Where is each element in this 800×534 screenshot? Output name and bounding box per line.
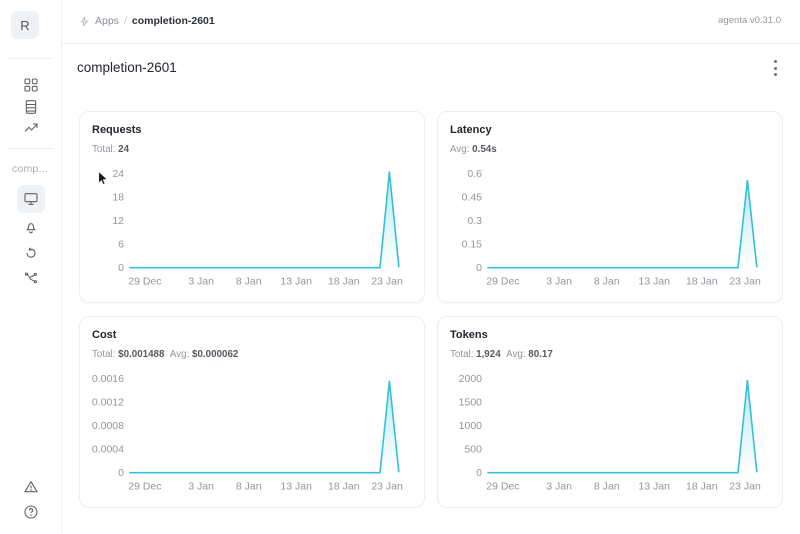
svg-text:3 Jan: 3 Jan	[546, 276, 572, 288]
svg-text:0.0008: 0.0008	[92, 420, 124, 432]
svg-text:0.15: 0.15	[462, 239, 483, 251]
svg-text:23 Jan: 23 Jan	[729, 276, 761, 288]
svg-text:29 Dec: 29 Dec	[486, 276, 519, 288]
svg-text:0.45: 0.45	[462, 191, 483, 203]
svg-text:23 Jan: 23 Jan	[371, 276, 403, 288]
svg-text:0: 0	[476, 262, 482, 274]
svg-text:13 Jan: 13 Jan	[638, 481, 670, 493]
svg-text:3 Jan: 3 Jan	[188, 481, 214, 493]
svg-text:18 Jan: 18 Jan	[686, 276, 718, 288]
svg-text:0.6: 0.6	[467, 168, 482, 180]
svg-text:2000: 2000	[459, 373, 483, 385]
svg-text:13 Jan: 13 Jan	[280, 276, 312, 288]
svg-text:0.3: 0.3	[467, 215, 482, 227]
svg-text:12: 12	[112, 215, 124, 227]
svg-text:0.0004: 0.0004	[92, 444, 124, 456]
svg-text:3 Jan: 3 Jan	[546, 481, 572, 493]
svg-text:0: 0	[118, 467, 124, 479]
svg-text:6: 6	[118, 239, 124, 251]
svg-text:18 Jan: 18 Jan	[328, 481, 360, 493]
svg-text:0: 0	[476, 467, 482, 479]
svg-text:18 Jan: 18 Jan	[686, 481, 718, 493]
svg-text:8 Jan: 8 Jan	[594, 481, 620, 493]
svg-text:24: 24	[112, 168, 124, 180]
svg-text:3 Jan: 3 Jan	[188, 276, 214, 288]
svg-text:29 Dec: 29 Dec	[128, 276, 161, 288]
svg-text:500: 500	[464, 444, 482, 456]
svg-text:8 Jan: 8 Jan	[236, 276, 262, 288]
svg-text:23 Jan: 23 Jan	[729, 481, 761, 493]
svg-text:13 Jan: 13 Jan	[280, 481, 312, 493]
svg-text:0.0012: 0.0012	[92, 396, 124, 408]
svg-text:18 Jan: 18 Jan	[328, 276, 360, 288]
svg-text:29 Dec: 29 Dec	[486, 481, 519, 493]
svg-text:8 Jan: 8 Jan	[236, 481, 262, 493]
svg-text:0.0016: 0.0016	[92, 373, 124, 385]
svg-text:1000: 1000	[459, 420, 483, 432]
svg-text:8 Jan: 8 Jan	[594, 276, 620, 288]
svg-text:13 Jan: 13 Jan	[638, 276, 670, 288]
svg-text:23 Jan: 23 Jan	[371, 481, 403, 493]
svg-text:18: 18	[112, 191, 124, 203]
svg-text:29 Dec: 29 Dec	[128, 481, 161, 493]
svg-text:0: 0	[118, 262, 124, 274]
svg-text:1500: 1500	[459, 396, 483, 408]
